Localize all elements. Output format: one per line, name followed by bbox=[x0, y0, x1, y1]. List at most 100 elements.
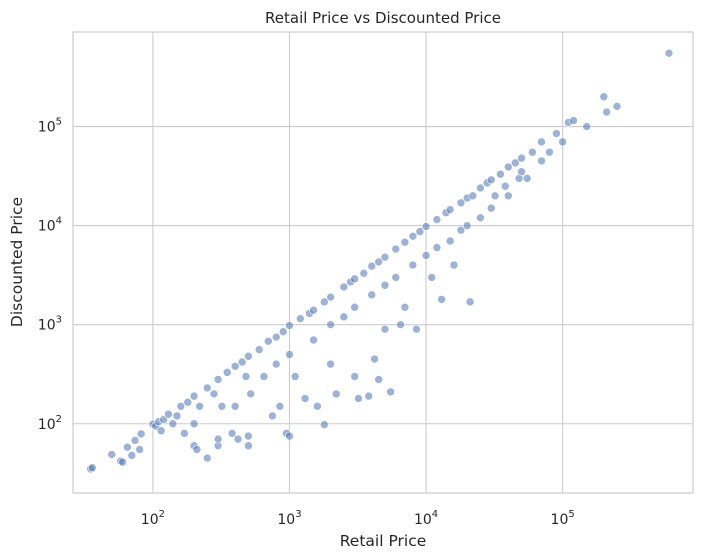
x-tick-label: 103 bbox=[277, 509, 301, 528]
y-tick-label: 103 bbox=[38, 315, 62, 334]
x-tick-exponent: 2 bbox=[159, 509, 165, 520]
data-point bbox=[296, 314, 305, 323]
data-point bbox=[164, 409, 173, 419]
data-point bbox=[408, 260, 418, 270]
data-point bbox=[545, 147, 554, 157]
data-point bbox=[241, 372, 251, 381]
data-point bbox=[264, 336, 273, 346]
data-point bbox=[359, 269, 369, 278]
data-point bbox=[486, 203, 496, 213]
data-points bbox=[86, 48, 674, 474]
data-point bbox=[189, 419, 199, 429]
data-point bbox=[107, 450, 117, 459]
y-tick-label: 104 bbox=[38, 216, 62, 235]
x-tick-base: 10 bbox=[551, 512, 569, 528]
x-tick-label: 102 bbox=[141, 509, 165, 528]
data-point bbox=[374, 257, 384, 267]
data-point bbox=[476, 183, 485, 193]
data-point bbox=[320, 297, 329, 307]
y-axis-label: Discounted Price bbox=[8, 197, 26, 327]
data-point bbox=[421, 222, 431, 231]
data-point bbox=[233, 434, 243, 444]
data-point bbox=[326, 320, 335, 329]
data-point bbox=[517, 167, 526, 177]
data-point bbox=[391, 273, 401, 282]
data-point bbox=[213, 375, 223, 384]
data-point bbox=[350, 372, 359, 381]
data-point bbox=[278, 327, 288, 336]
grid bbox=[73, 32, 693, 493]
data-point bbox=[354, 394, 363, 403]
data-point bbox=[213, 434, 223, 444]
data-point bbox=[244, 351, 253, 361]
data-point bbox=[222, 368, 232, 377]
data-point bbox=[246, 389, 256, 399]
data-point bbox=[159, 415, 169, 424]
data-point bbox=[569, 116, 578, 125]
data-point bbox=[599, 92, 609, 102]
data-point bbox=[244, 441, 253, 451]
data-point bbox=[320, 420, 329, 429]
data-point bbox=[386, 387, 395, 397]
data-point bbox=[380, 252, 390, 262]
data-point bbox=[468, 191, 478, 201]
data-point bbox=[326, 359, 335, 369]
data-point bbox=[432, 215, 442, 224]
y-tick-exponent: 3 bbox=[56, 315, 62, 326]
data-point bbox=[350, 302, 359, 312]
data-point bbox=[271, 332, 281, 342]
data-point bbox=[300, 394, 310, 403]
y-tick-exponent: 5 bbox=[56, 117, 62, 128]
data-point bbox=[528, 147, 537, 157]
data-point bbox=[309, 305, 318, 315]
data-point bbox=[135, 445, 144, 454]
data-point bbox=[437, 295, 446, 304]
data-point bbox=[490, 191, 500, 201]
data-point bbox=[510, 158, 520, 168]
x-tick-base: 10 bbox=[141, 512, 159, 528]
x-tick-exponent: 3 bbox=[295, 509, 301, 520]
data-point bbox=[309, 335, 318, 345]
x-tick-exponent: 4 bbox=[432, 509, 438, 520]
data-point bbox=[456, 198, 466, 208]
data-point bbox=[612, 102, 622, 111]
data-point bbox=[408, 231, 418, 241]
data-point bbox=[374, 375, 384, 384]
plot-area-frame bbox=[72, 31, 694, 494]
data-point bbox=[415, 227, 425, 236]
data-point bbox=[537, 137, 546, 147]
y-tick-base: 10 bbox=[38, 120, 56, 136]
data-point bbox=[537, 156, 546, 166]
y-tick-exponent: 4 bbox=[56, 216, 62, 227]
data-point bbox=[271, 359, 281, 369]
data-point bbox=[391, 244, 401, 254]
data-point bbox=[396, 320, 405, 329]
data-point bbox=[195, 402, 204, 411]
data-point bbox=[339, 312, 349, 322]
data-point bbox=[486, 175, 496, 185]
y-tick-base: 10 bbox=[38, 219, 56, 235]
x-tick-label: 105 bbox=[551, 509, 575, 528]
data-point bbox=[364, 391, 373, 401]
data-point bbox=[285, 431, 294, 441]
data-point bbox=[432, 243, 442, 252]
data-point bbox=[230, 402, 240, 411]
data-point bbox=[313, 402, 322, 411]
data-point bbox=[209, 389, 219, 399]
data-point bbox=[156, 426, 166, 436]
y-tick-label: 102 bbox=[38, 414, 62, 433]
data-point bbox=[285, 350, 294, 359]
data-point bbox=[339, 282, 349, 292]
data-point bbox=[367, 261, 377, 271]
data-point bbox=[370, 354, 379, 364]
x-tick-exponent: 5 bbox=[568, 509, 574, 520]
data-point bbox=[582, 122, 592, 131]
data-point bbox=[380, 280, 390, 290]
data-point bbox=[331, 389, 341, 399]
data-point bbox=[192, 445, 202, 454]
data-point bbox=[217, 402, 227, 411]
data-point bbox=[176, 402, 186, 411]
data-point bbox=[367, 290, 377, 300]
x-axis-label: Retail Price bbox=[340, 532, 427, 550]
